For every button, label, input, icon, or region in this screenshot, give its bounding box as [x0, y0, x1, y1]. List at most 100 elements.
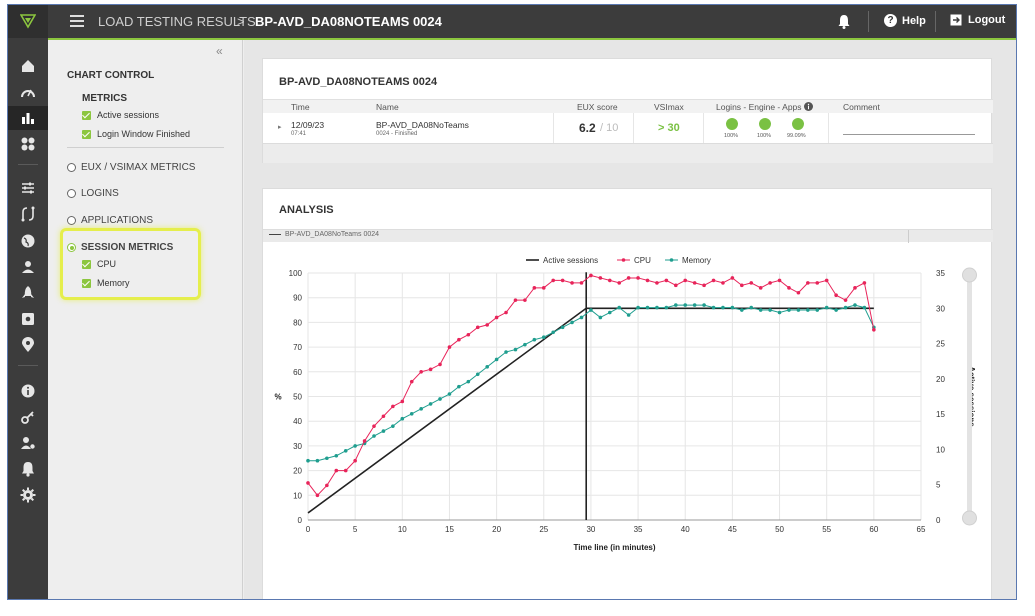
- analysis-chart[interactable]: 0 5 10 15 20 25 30 35 40 45 50 55 60 6501020304050607…: [263, 243, 991, 598]
- grid-icon[interactable]: [20, 136, 36, 152]
- y2-tick-label: 35: [936, 269, 945, 278]
- test-summary-title: BP-AVD_DA08NOTEAMS 0024: [279, 76, 438, 88]
- table-row[interactable]: ▸ 12/09/23 07:41 BP-AVD_DA08NoTeams 0024…: [263, 113, 993, 143]
- column-header-time[interactable]: Time: [291, 102, 310, 112]
- data-point-memory: [551, 330, 555, 335]
- data-point-cpu: [617, 281, 622, 285]
- checkbox-active-sessions[interactable]: Active sessions: [82, 110, 159, 120]
- bar-chart-icon[interactable]: [20, 110, 36, 126]
- help-label: Help: [902, 14, 926, 27]
- logo[interactable]: [8, 5, 48, 38]
- y2-tick-label: 0: [936, 516, 941, 525]
- comment-input[interactable]: [843, 134, 975, 135]
- data-point-memory: [372, 434, 376, 438]
- info-icon[interactable]: [804, 102, 813, 111]
- checkbox-login-window-finished[interactable]: Login Window Finished: [82, 129, 190, 139]
- radio-session-metrics[interactable]: SESSION METRICS: [67, 242, 173, 253]
- data-point-memory: [391, 424, 395, 428]
- tab-test-run[interactable]: BP-AVD_DA08NoTeams 0024: [269, 231, 379, 238]
- breadcrumb-current: BP-AVD_DA08NOTEAMS 0024: [255, 14, 442, 29]
- data-point-cpu: [400, 399, 405, 404]
- data-point-cpu: [419, 370, 423, 374]
- logo-icon: [20, 14, 36, 29]
- data-point-memory: [834, 308, 838, 312]
- data-point-cpu: [730, 276, 735, 280]
- rocket-icon[interactable]: [20, 285, 36, 301]
- data-point-cpu: [645, 278, 650, 283]
- user-settings-icon[interactable]: [20, 435, 36, 451]
- data-point-cpu: [504, 310, 508, 315]
- main-content: BP-AVD_DA08NOTEAMS 0024 Time Name EUX sc…: [244, 40, 1016, 599]
- tab-divider: [908, 230, 909, 243]
- radio-label: SESSION METRICS: [81, 242, 174, 253]
- collapse-panel-button[interactable]: «: [216, 44, 223, 58]
- package-icon[interactable]: [20, 311, 36, 327]
- radio-label: APPLICATIONS: [81, 215, 154, 226]
- data-point-memory: [315, 458, 320, 463]
- alerts-bell-icon[interactable]: [20, 461, 36, 477]
- data-point-memory: [787, 308, 791, 312]
- column-header-vsimax[interactable]: VSImax: [654, 102, 684, 112]
- expand-row-icon[interactable]: ▸: [278, 124, 282, 131]
- help-icon: ?: [884, 14, 897, 27]
- home-icon[interactable]: [20, 58, 36, 74]
- data-point-memory: [806, 308, 810, 312]
- data-point-cpu: [391, 404, 395, 409]
- data-point-memory: [343, 449, 348, 453]
- row-name[interactable]: BP-AVD_DA08NoTeams: [376, 120, 469, 130]
- data-point-cpu: [372, 424, 376, 428]
- radio-label: EUX / VSIMAX METRICS: [81, 162, 196, 173]
- key-icon[interactable]: [20, 409, 36, 425]
- x-tick-label: 0: [306, 525, 311, 534]
- x-tick-label: 45: [728, 525, 737, 534]
- globe-icon[interactable]: [20, 233, 36, 249]
- data-point-cpu: [758, 286, 763, 290]
- data-point-memory: [862, 305, 867, 310]
- checkbox-memory[interactable]: Memory: [82, 278, 130, 288]
- user-icon[interactable]: [20, 259, 36, 275]
- table-header: Time Name EUX score VSImax Logins - Engi…: [263, 99, 993, 113]
- flow-icon[interactable]: [20, 206, 36, 222]
- column-header-name[interactable]: Name: [376, 102, 399, 112]
- info-icon[interactable]: [20, 383, 36, 399]
- location-pin-icon[interactable]: [20, 337, 36, 353]
- data-point-memory: [579, 315, 584, 320]
- data-point-cpu: [325, 483, 329, 488]
- sliders-icon[interactable]: [20, 180, 36, 196]
- data-point-memory: [664, 305, 669, 310]
- breadcrumb-load-testing-results[interactable]: LOAD TESTING RESULTS: [98, 14, 256, 29]
- data-point-cpu: [674, 283, 678, 288]
- help-button[interactable]: ? Help: [884, 14, 926, 27]
- column-header-comment[interactable]: Comment: [843, 102, 880, 112]
- radio-applications[interactable]: APPLICATIONS: [67, 215, 153, 226]
- column-header-eux-score[interactable]: EUX score: [577, 102, 618, 112]
- y-tick-label: 0: [298, 516, 303, 525]
- data-point-memory: [655, 305, 659, 310]
- gauge-icon[interactable]: [20, 85, 36, 101]
- data-point-memory: [570, 320, 574, 325]
- hamburger-menu-icon[interactable]: [70, 15, 84, 27]
- logout-button[interactable]: Logout: [950, 14, 1005, 26]
- gear-icon[interactable]: [20, 487, 36, 503]
- checkbox-cpu[interactable]: CPU: [82, 259, 116, 269]
- data-point-cpu: [523, 298, 527, 302]
- column-header-logins-engine-apps[interactable]: Logins - Engine - Apps: [716, 102, 802, 112]
- range-slider-handle-bottom: [962, 510, 977, 526]
- checkbox-label: Memory: [97, 278, 130, 288]
- data-point-memory: [768, 308, 772, 312]
- rail-divider: [18, 365, 38, 366]
- data-point-cpu: [438, 362, 442, 367]
- y-tick-label: 100: [289, 269, 303, 278]
- radio-logins[interactable]: LOGINS: [67, 188, 119, 199]
- data-point-cpu: [834, 293, 838, 298]
- logins-percent: 100%: [724, 133, 739, 139]
- radio-eux-vsimax-metrics[interactable]: EUX / VSIMAX METRICS: [67, 162, 195, 173]
- data-point-cpu: [353, 458, 357, 463]
- x-tick-label: 15: [445, 525, 454, 534]
- notification-bell-icon[interactable]: [837, 14, 851, 29]
- eux-score-max: / 10: [600, 122, 619, 134]
- data-point-memory: [702, 303, 706, 307]
- test-summary-card: BP-AVD_DA08NOTEAMS 0024 Time Name EUX sc…: [262, 58, 993, 163]
- data-point-cpu: [740, 283, 744, 288]
- radio-icon: [67, 216, 76, 225]
